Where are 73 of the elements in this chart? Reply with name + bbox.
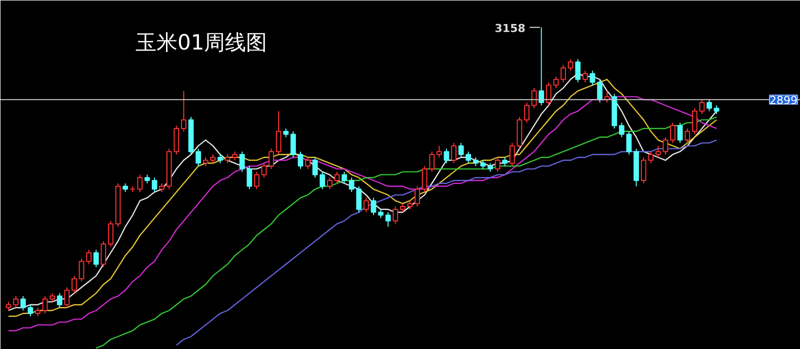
candlestick xyxy=(655,145,661,158)
candlestick xyxy=(568,58,574,72)
candlestick xyxy=(684,128,690,144)
candlestick xyxy=(662,136,668,155)
candlestick xyxy=(312,156,318,178)
candlestick xyxy=(320,171,326,190)
candlestick xyxy=(444,148,450,164)
candlestick xyxy=(699,99,705,115)
candlestick xyxy=(196,148,201,167)
candlestick xyxy=(582,70,588,83)
candlestick xyxy=(436,145,442,158)
candlestick xyxy=(648,151,654,164)
candlestick xyxy=(466,151,472,164)
candlestick xyxy=(575,58,581,83)
candlestick xyxy=(677,122,683,144)
candlestick xyxy=(56,292,62,308)
candlestick xyxy=(385,212,391,228)
candlestick xyxy=(152,177,158,193)
annotation: 2899 xyxy=(770,94,798,108)
candlestick xyxy=(626,130,632,155)
candlestick xyxy=(692,108,698,135)
candlestick xyxy=(261,162,267,178)
chart-title: 玉米01周线图 xyxy=(136,30,268,54)
candlestick xyxy=(524,102,530,124)
candlestick xyxy=(78,258,84,282)
candlestick xyxy=(706,99,712,112)
candlestick xyxy=(64,286,70,308)
candlestick xyxy=(590,70,596,86)
candlestick xyxy=(298,151,304,170)
candlestick xyxy=(494,156,500,172)
candlestick xyxy=(93,249,99,268)
candlestick xyxy=(414,186,420,207)
candlestick xyxy=(392,206,398,224)
candlestick xyxy=(356,186,362,213)
candlestick xyxy=(670,122,676,144)
candlestick xyxy=(42,296,48,314)
candlestick xyxy=(531,88,537,109)
candlestick xyxy=(13,296,19,308)
candlestick xyxy=(370,197,376,216)
candlestick xyxy=(553,76,559,89)
candlestick xyxy=(451,142,456,164)
candlestick xyxy=(422,166,428,193)
candlestick xyxy=(509,142,515,167)
candlestick xyxy=(86,249,92,265)
candlestick xyxy=(108,220,114,248)
candlestick xyxy=(618,122,624,138)
candlestick xyxy=(305,156,310,170)
candlestick xyxy=(327,177,332,190)
candlestick xyxy=(342,171,347,184)
candlestick xyxy=(334,171,340,184)
candlestick xyxy=(28,304,34,317)
candlestick xyxy=(100,240,106,268)
candlestick xyxy=(72,275,77,294)
annotation: 3158 xyxy=(494,22,526,35)
candlestick xyxy=(174,125,180,155)
candlestick xyxy=(137,174,143,193)
candlestick xyxy=(276,110,282,155)
candlestick xyxy=(268,148,274,170)
candlestick xyxy=(290,130,296,158)
candlestick xyxy=(254,171,260,190)
candlestick xyxy=(597,78,602,103)
candlestick xyxy=(246,166,252,190)
candlestick xyxy=(348,177,354,193)
candlestick xyxy=(364,197,369,213)
candlestick xyxy=(20,296,26,311)
candlestick xyxy=(429,151,435,172)
candlestick xyxy=(458,142,464,158)
candlestick xyxy=(239,151,245,172)
candlestick xyxy=(538,26,544,106)
candlestick xyxy=(560,64,566,83)
candlestick xyxy=(640,156,646,184)
candlestick xyxy=(546,82,552,106)
candlestick xyxy=(181,90,186,132)
